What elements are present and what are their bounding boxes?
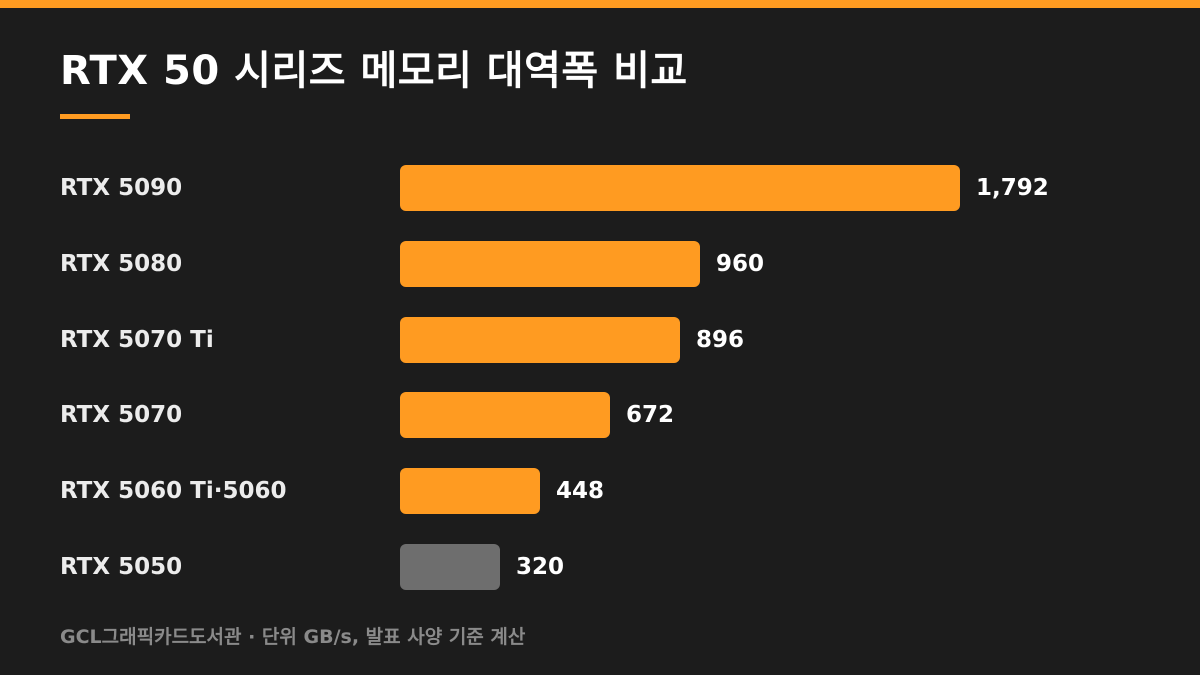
value-label: 448 — [556, 478, 605, 504]
bar — [400, 317, 680, 363]
category-label: RTX 5050 — [60, 554, 183, 580]
source-footnote: GCL그래픽카드도서관 · 단위 GB/s, 발표 사양 기준 계산 — [60, 626, 526, 648]
value-label: 672 — [626, 402, 675, 428]
category-label: RTX 5080 — [60, 251, 183, 277]
bar — [400, 392, 610, 438]
value-label: 320 — [516, 554, 565, 580]
bar — [400, 468, 540, 514]
chart-title: RTX 50 시리즈 메모리 대역폭 비교 — [60, 48, 688, 94]
category-label: RTX 5060 Ti·5060 — [60, 478, 287, 504]
title-underline — [60, 114, 130, 119]
value-label: 1,792 — [976, 175, 1049, 201]
category-label: RTX 5070 — [60, 402, 183, 428]
value-label: 896 — [696, 327, 745, 353]
category-label: RTX 5090 — [60, 175, 183, 201]
bar — [400, 241, 700, 287]
bar — [400, 544, 500, 590]
value-label: 960 — [716, 251, 765, 277]
category-label: RTX 5070 Ti — [60, 327, 214, 353]
bar — [400, 165, 960, 211]
top-accent-bar — [0, 0, 1200, 8]
